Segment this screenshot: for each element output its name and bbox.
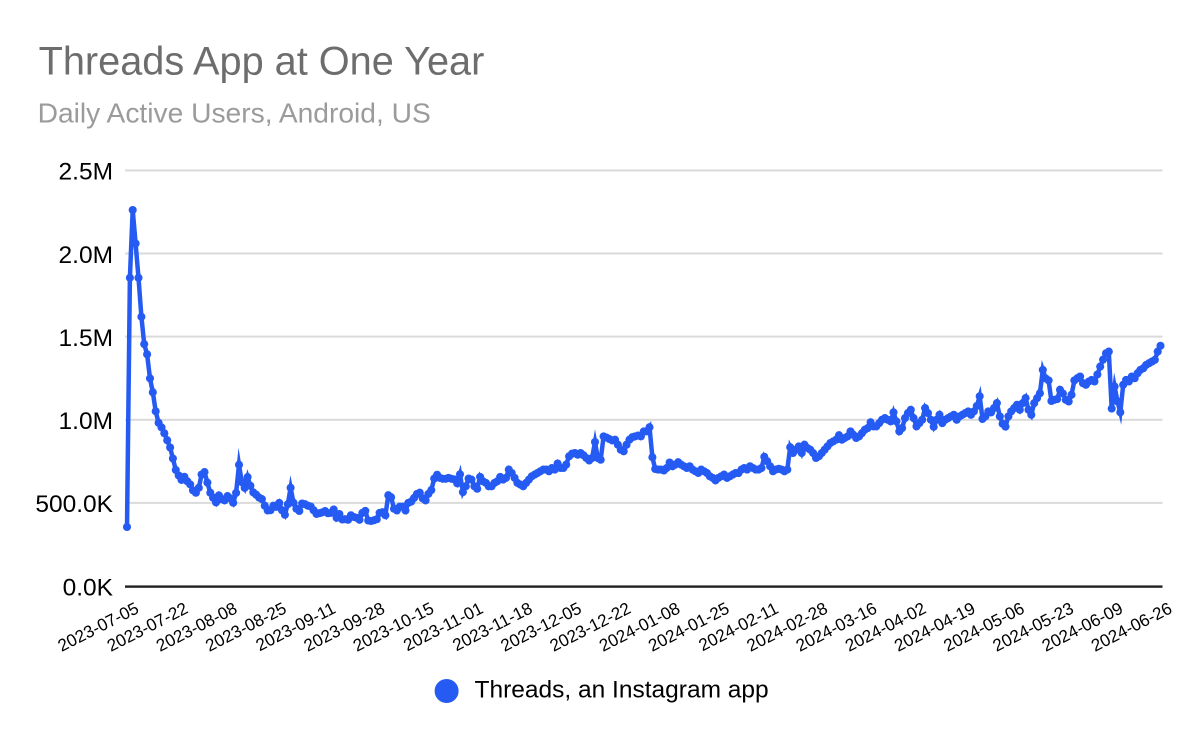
svg-text:Threads, an Instagram app: Threads, an Instagram app [475,676,769,703]
svg-text:1.0M: 1.0M [59,408,113,435]
svg-text:Threads App at One Year: Threads App at One Year [39,40,485,84]
svg-text:500.0K: 500.0K [35,491,113,518]
svg-text:2.0M: 2.0M [59,242,113,269]
svg-text:2.5M: 2.5M [59,159,113,186]
svg-text:Daily Active Users, Android, U: Daily Active Users, Android, US [38,96,431,128]
svg-text:0.0K: 0.0K [63,574,114,601]
svg-text:1.5M: 1.5M [59,325,113,352]
